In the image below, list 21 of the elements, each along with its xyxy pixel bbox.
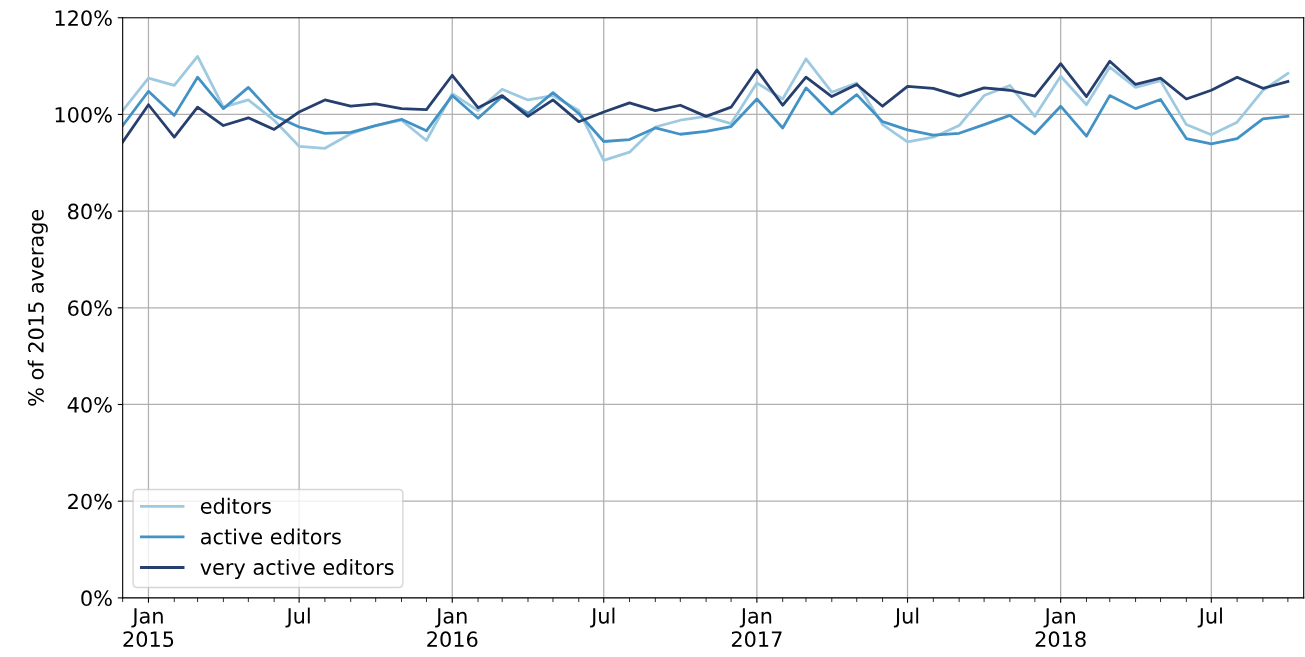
x-tick-label: Jul — [1197, 607, 1222, 628]
y-tick-label: 80% — [68, 203, 112, 220]
y-tick-label: 40% — [67, 396, 112, 413]
x-tick-label: Jan 2016 — [427, 608, 478, 648]
line-series — [122, 59, 1290, 144]
x-tick-label: Jan 2015 — [123, 608, 174, 648]
y-tick-label: 60% — [68, 300, 112, 317]
x-tick-label: Jul — [285, 607, 310, 628]
y-tick-label: 120% — [55, 10, 112, 26]
line-series — [122, 75, 1290, 146]
x-tick-label: Jan 2017 — [731, 608, 782, 648]
y-tick-label: 100% — [55, 106, 112, 123]
x-tick-label: Jan 2018 — [1035, 608, 1086, 648]
legend-label: active editors — [201, 528, 341, 545]
legend-label: editors — [200, 497, 271, 514]
legend-label: very active editors — [200, 558, 394, 580]
x-tick-label: Jul — [893, 607, 919, 628]
y-axis-title: % of 2015 average — [27, 209, 48, 406]
x-tick-label: Jul — [590, 607, 615, 628]
y-tick-label: 0% — [81, 590, 112, 607]
y-tick-label: 20% — [68, 493, 112, 510]
